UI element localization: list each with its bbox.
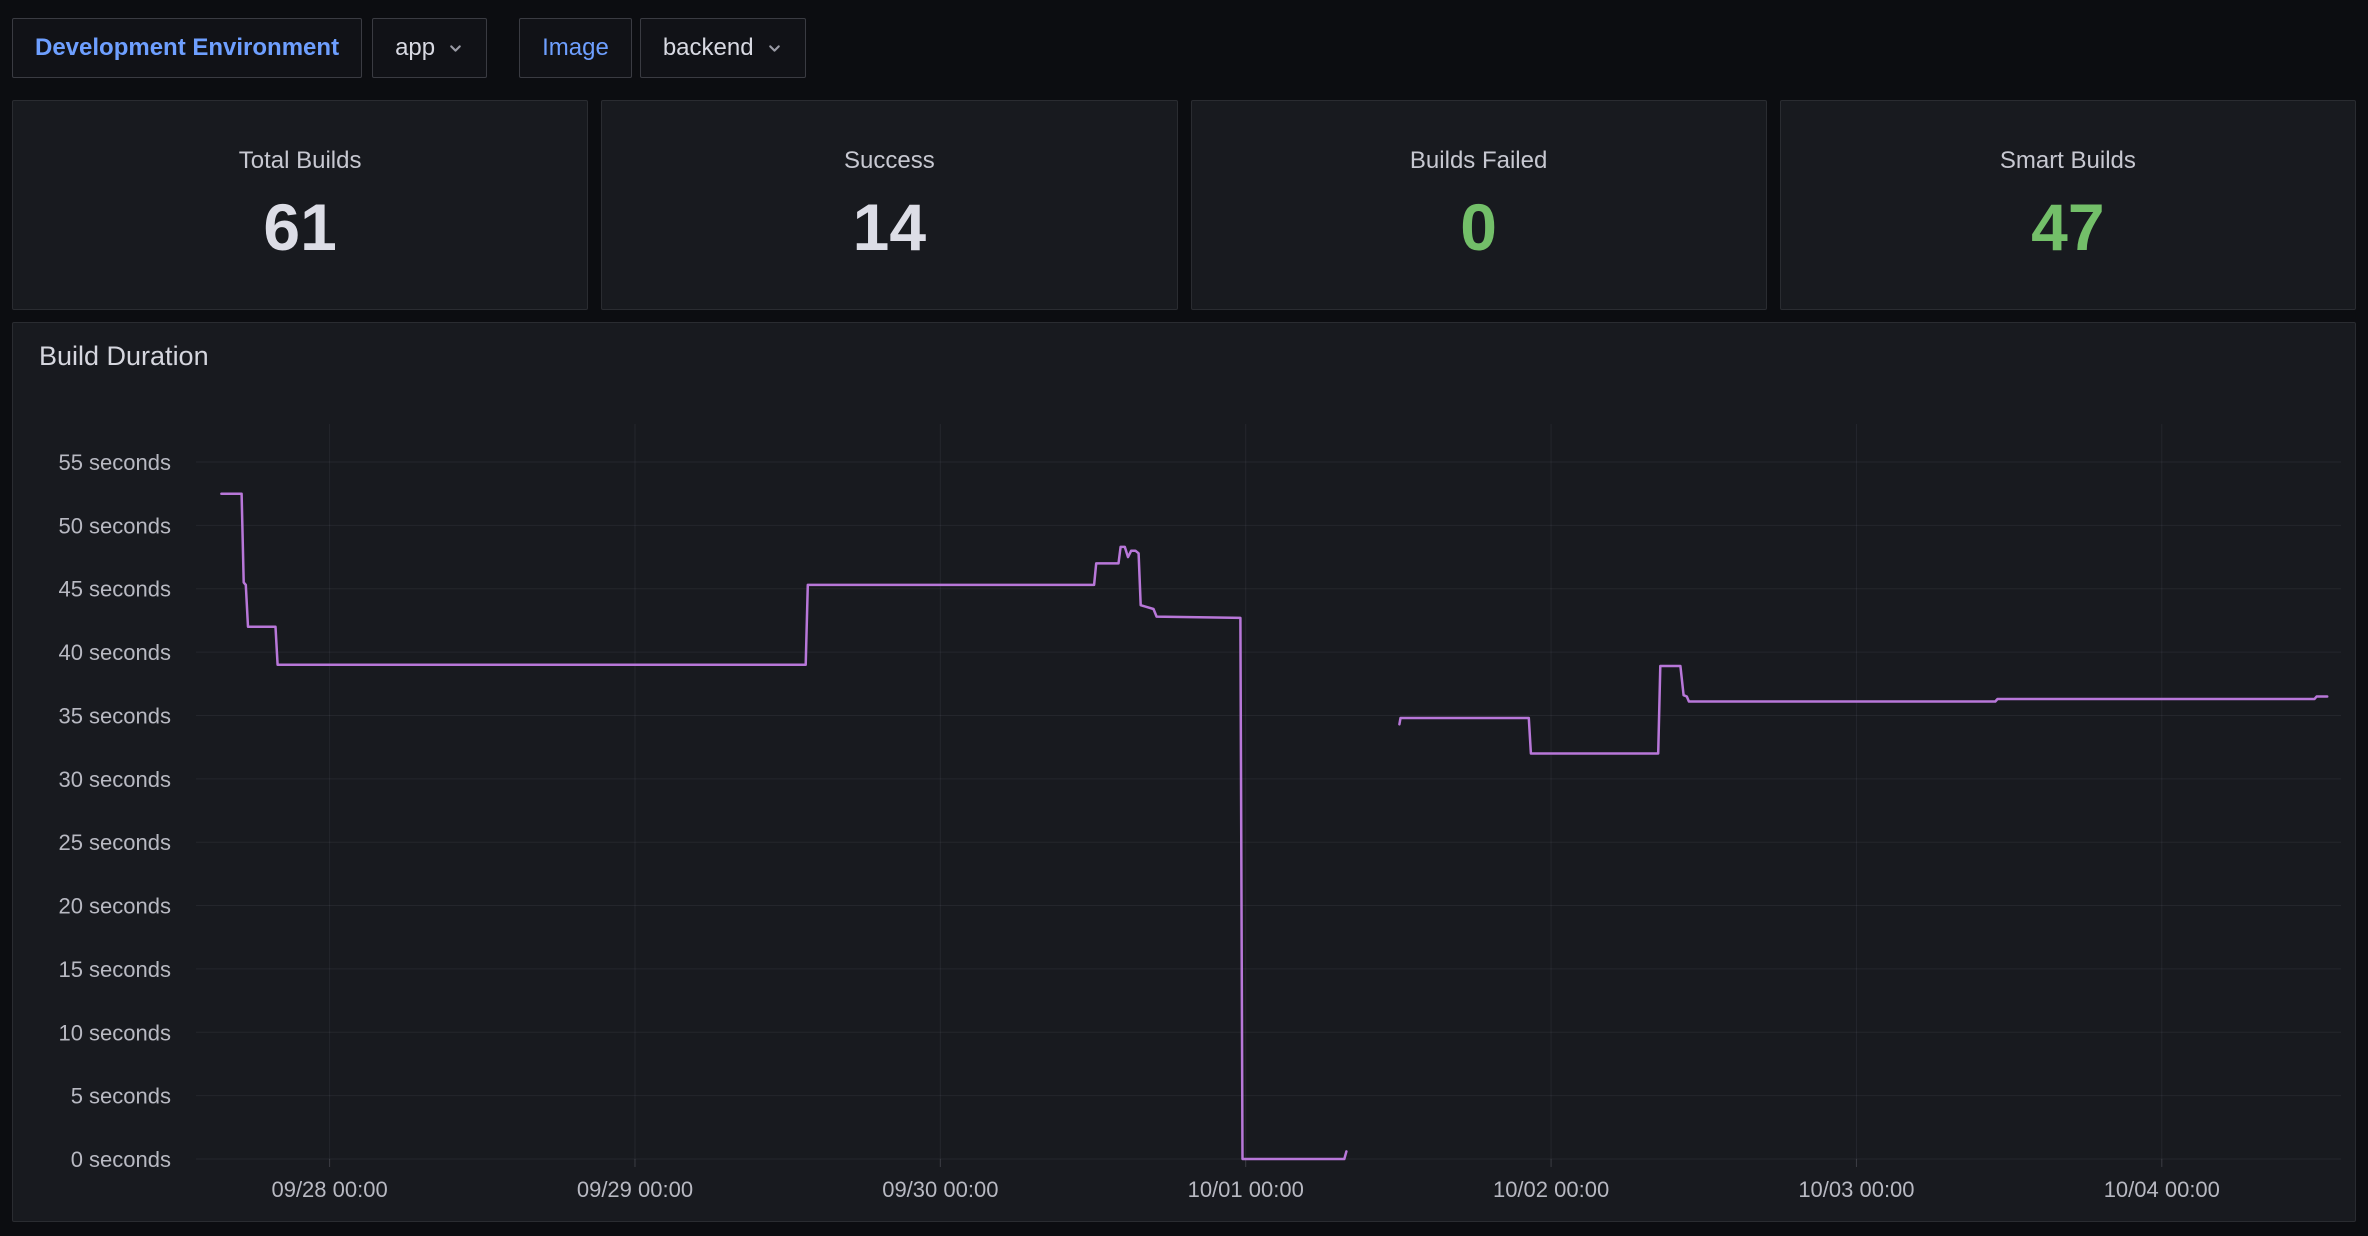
stat-panel-smart-builds: Smart Builds 47 [1780, 100, 2356, 310]
chevron-down-icon [766, 40, 783, 57]
app-variable-value: app [395, 34, 435, 62]
stat-value: 14 [853, 191, 926, 263]
stat-value: 0 [1460, 191, 1497, 263]
stat-panel-builds-failed: Builds Failed 0 [1191, 100, 1767, 310]
chevron-down-icon [447, 40, 464, 57]
svg-text:25 seconds: 25 seconds [58, 830, 171, 855]
svg-text:09/28 00:00: 09/28 00:00 [271, 1177, 387, 1202]
build-duration-chart[interactable]: 55 seconds 50 seconds 45 seconds 40 seconds… [13, 323, 2355, 1221]
image-variable-value: backend [663, 34, 754, 62]
svg-text:40 seconds: 40 seconds [58, 640, 171, 665]
svg-text:35 seconds: 35 seconds [58, 703, 171, 728]
stat-title: Success [844, 145, 935, 177]
stats-row: Total Builds 61 Success 14 Builds Failed… [12, 100, 2356, 310]
stat-title: Total Builds [239, 145, 362, 177]
app-variable-dropdown[interactable]: app [372, 18, 487, 78]
svg-text:45 seconds: 45 seconds [58, 577, 171, 602]
stat-title: Smart Builds [2000, 145, 2136, 177]
stat-value: 61 [263, 191, 336, 263]
variables-bar: Development Environment app Image backen… [12, 18, 806, 78]
stat-value: 47 [2031, 191, 2104, 263]
svg-text:09/30 00:00: 09/30 00:00 [882, 1177, 998, 1202]
svg-text:55 seconds: 55 seconds [58, 450, 171, 475]
svg-text:15 seconds: 15 seconds [58, 957, 171, 982]
svg-text:10/03 00:00: 10/03 00:00 [1798, 1177, 1914, 1202]
image-variable-label: Image [519, 18, 632, 78]
svg-text:50 seconds: 50 seconds [58, 513, 171, 538]
stat-panel-total-builds: Total Builds 61 [12, 100, 588, 310]
dashboard-link-development-environment[interactable]: Development Environment [12, 18, 362, 78]
svg-text:5 seconds: 5 seconds [71, 1084, 171, 1109]
svg-text:10 seconds: 10 seconds [58, 1020, 171, 1045]
svg-text:10/04 00:00: 10/04 00:00 [2104, 1177, 2220, 1202]
build-duration-panel: Build Duration 55 seconds50 seconds45 se… [12, 322, 2356, 1222]
stat-title: Builds Failed [1410, 145, 1547, 177]
svg-text:0 seconds: 0 seconds [71, 1147, 171, 1172]
svg-text:10/02 00:00: 10/02 00:00 [1493, 1177, 1609, 1202]
svg-text:20 seconds: 20 seconds [58, 894, 171, 919]
svg-text:30 seconds: 30 seconds [58, 767, 171, 792]
svg-text:09/29 00:00: 09/29 00:00 [577, 1177, 693, 1202]
stat-panel-success: Success 14 [601, 100, 1177, 310]
svg-text:10/01 00:00: 10/01 00:00 [1188, 1177, 1304, 1202]
image-variable-dropdown[interactable]: backend [640, 18, 806, 78]
